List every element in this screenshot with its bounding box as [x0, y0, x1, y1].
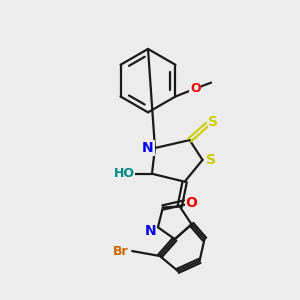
Text: O: O: [190, 82, 201, 95]
Text: HO: HO: [114, 167, 135, 180]
Text: N: N: [145, 224, 157, 238]
Text: N: N: [142, 141, 154, 155]
Text: S: S: [208, 115, 218, 129]
Text: Br: Br: [112, 244, 128, 258]
Text: S: S: [206, 153, 216, 167]
Text: O: O: [186, 196, 197, 209]
